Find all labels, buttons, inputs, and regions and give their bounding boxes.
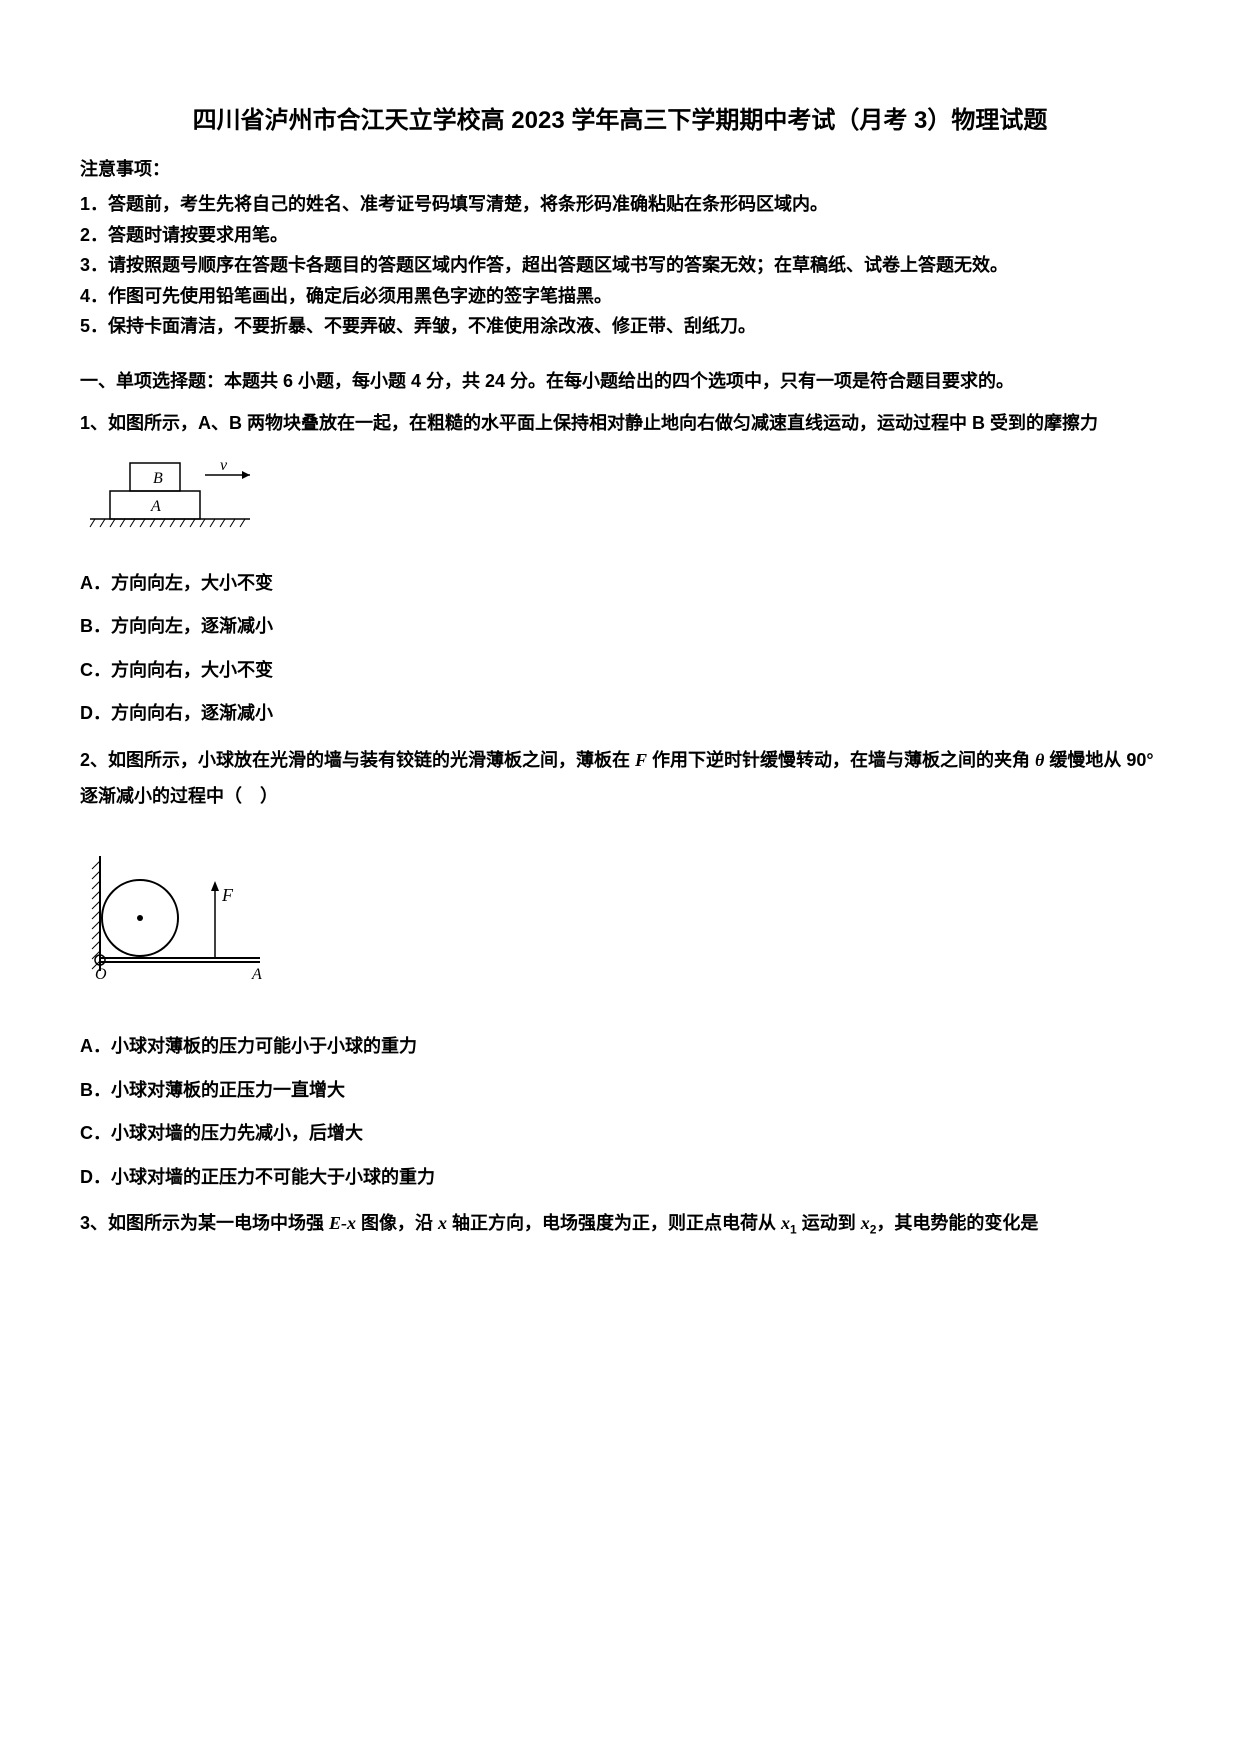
figure1-label-A: A	[150, 498, 161, 515]
question-2-figure: O A F	[80, 826, 1160, 1011]
q1-option-B: B．方向向左，逐渐减小	[80, 607, 1160, 647]
figure2-label-A: A	[251, 966, 262, 983]
q3-text-part1: 3、如图所示为某一电场中场强	[80, 1213, 329, 1233]
instruction-1: 1．答题前，考生先将自己的姓名、准考证号码填写清楚，将条形码准确粘贴在条形码区域…	[80, 189, 1160, 220]
question-1-figure: B A v	[80, 453, 1160, 548]
figure2-label-F: F	[221, 885, 234, 905]
q2-theta: θ	[1035, 750, 1044, 770]
q2-option-D: D．小球对墙的正压力不可能大于小球的重力	[80, 1158, 1160, 1198]
q3-x1: x	[781, 1213, 790, 1233]
q3-Ex: E-x	[329, 1213, 356, 1233]
figure2-label-O: O	[95, 966, 107, 983]
q3-text-part3: 轴正方向，电场强度为正，则正点电荷从	[447, 1213, 781, 1233]
q3-text-part2: 图像，沿	[356, 1213, 438, 1233]
q2-text-part1: 2、如图所示，小球放在光滑的墙与装有铰链的光滑薄板之间，薄板在	[80, 750, 635, 770]
instruction-2: 2．答题时请按要求用笔。	[80, 220, 1160, 251]
question-2-text: 2、如图所示，小球放在光滑的墙与装有铰链的光滑薄板之间，薄板在 F 作用下逆时针…	[80, 742, 1160, 814]
q3-text-part5: ，其电势能的变化是	[876, 1213, 1038, 1233]
q3-x2: x	[861, 1213, 870, 1233]
section1-desc: 一、单项选择题：本题共 6 小题，每小题 4 分，共 24 分。在每小题给出的四…	[80, 366, 1160, 397]
exam-title: 四川省泸州市合江天立学校高 2023 学年高三下学期期中考试（月考 3）物理试题	[80, 100, 1160, 135]
instruction-3: 3．请按照题号顺序在答题卡各题目的答题区域内作答，超出答题区域书写的答案无效；在…	[80, 250, 1160, 281]
q2-F: F	[635, 750, 647, 770]
q2-option-C: C．小球对墙的压力先减小，后增大	[80, 1114, 1160, 1154]
q2-option-B: B．小球对薄板的正压力一直增大	[80, 1071, 1160, 1111]
q1-option-C: C．方向向右，大小不变	[80, 651, 1160, 691]
instruction-4: 4．作图可先使用铅笔画出，确定后必须用黑色字迹的签字笔描黑。	[80, 281, 1160, 312]
q2-text-part2: 作用下逆时针缓慢转动，在墙与薄板之间的夹角	[647, 750, 1035, 770]
instruction-5: 5．保持卡面清洁，不要折暴、不要弄破、弄皱，不准使用涂改液、修正带、刮纸刀。	[80, 311, 1160, 342]
q3-x1-sub: 1	[790, 1223, 797, 1237]
q3-text-part4: 运动到	[797, 1213, 861, 1233]
q1-option-A: A．方向向左，大小不变	[80, 564, 1160, 604]
instructions-label: 注意事项：	[80, 155, 1160, 181]
figure1-svg: B A v	[80, 453, 280, 543]
q3-x: x	[438, 1213, 447, 1233]
question-3-text: 3、如图所示为某一电场中场强 E-x 图像，沿 x 轴正方向，电场强度为正，则正…	[80, 1205, 1160, 1242]
q1-option-D: D．方向向右，逐渐减小	[80, 694, 1160, 734]
figure1-label-B: B	[153, 470, 163, 487]
figure1-label-v: v	[220, 457, 228, 474]
q2-option-A: A．小球对薄板的压力可能小于小球的重力	[80, 1027, 1160, 1067]
figure2-svg: O A F	[80, 846, 280, 986]
question-1-text: 1、如图所示，A、B 两物块叠放在一起，在粗糙的水平面上保持相对静止地向右做匀减…	[80, 405, 1160, 441]
